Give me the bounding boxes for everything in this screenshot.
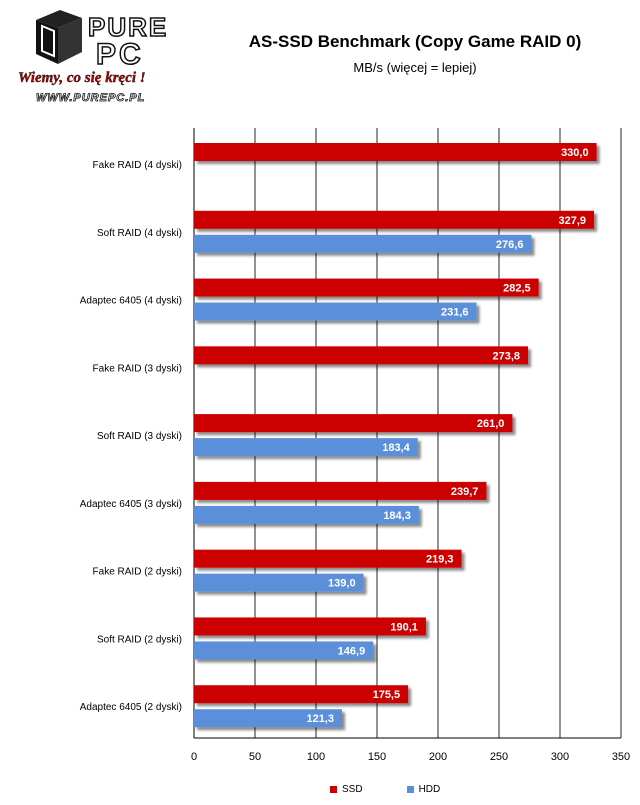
logo-slogan: Wiemy, co się kręci !: [18, 70, 146, 86]
category-label: Fake RAID (2 dyski): [93, 567, 182, 578]
logo-brand-bottom: PC: [96, 38, 144, 71]
data-label: 330,0: [561, 147, 589, 159]
purepc-logo: PURE PC Wiemy, co się kręci ! WWW.PUREPC…: [18, 10, 168, 104]
category-label: Fake RAID (4 dyski): [93, 160, 182, 171]
legend-item-hdd: HDD: [406, 784, 441, 795]
legend-label-hdd: HDD: [418, 784, 441, 795]
chart-legend: SSD HDD: [330, 784, 484, 795]
bar-chart: 0 50 100 150 200 250 300 350 Fake RAID (4 dyski)…: [80, 128, 630, 763]
x-tick-label: 300: [551, 751, 569, 763]
legend-label-ssd: SSD: [342, 784, 363, 795]
x-tick-label: 150: [368, 751, 386, 763]
data-label: 327,9: [559, 215, 587, 227]
category-label: Adaptec 6405 (3 dyski): [80, 499, 182, 510]
category-label: Adaptec 6405 (2 dyski): [80, 702, 182, 713]
data-label: 146,9: [338, 645, 366, 657]
x-tick-label: 250: [490, 751, 508, 763]
chart-title: AS-SSD Benchmark (Copy Game RAID 0): [248, 32, 582, 51]
bar-ssd: [194, 346, 529, 365]
logo-brand-top: PURE: [88, 12, 168, 42]
legend-swatch-ssd: [330, 786, 337, 793]
bar-hdd: [194, 234, 532, 253]
data-label: 273,8: [493, 350, 521, 362]
bar-ssd: [194, 685, 409, 704]
bar-ssd: [194, 278, 539, 297]
data-label: 121,3: [306, 713, 334, 725]
data-label: 239,7: [451, 486, 479, 498]
data-label: 261,0: [477, 418, 505, 430]
x-tick-label: 200: [429, 751, 447, 763]
data-label: 139,0: [328, 578, 356, 590]
data-label: 183,4: [382, 442, 410, 454]
data-label: 219,3: [426, 554, 454, 566]
data-label: 276,6: [496, 239, 524, 251]
data-label: 175,5: [373, 689, 401, 701]
data-label: 190,1: [390, 621, 418, 633]
bar-ssd: [194, 210, 595, 229]
bar-hdd: [194, 302, 477, 321]
chart-subtitle: MB/s (więcej = lepiej): [353, 60, 477, 75]
logo-url: WWW.PUREPC.PL: [36, 92, 145, 104]
data-label: 184,3: [383, 510, 411, 522]
cube-logo-icon: [36, 10, 82, 64]
bar-ssd: [194, 414, 513, 433]
bar-hdd: [194, 505, 419, 524]
x-tick-label: 100: [307, 751, 325, 763]
bar-hdd: [194, 573, 364, 592]
x-tick-label: 50: [249, 751, 261, 763]
category-label: Fake RAID (3 dyski): [93, 363, 182, 374]
bar-ssd: [194, 549, 462, 568]
bar-hdd: [194, 709, 342, 728]
bar-ssd: [194, 481, 487, 500]
category-label: Adaptec 6405 (4 dyski): [80, 296, 182, 307]
legend-item-ssd: SSD: [330, 784, 363, 795]
bar-ssd: [194, 617, 426, 636]
data-label: 231,6: [441, 307, 469, 319]
category-label: Soft RAID (3 dyski): [97, 431, 182, 442]
x-tick-label: 0: [191, 751, 197, 763]
category-label: Soft RAID (4 dyski): [97, 228, 182, 239]
bar-hdd: [194, 438, 418, 457]
bar-ssd: [194, 143, 597, 161]
category-label: Soft RAID (2 dyski): [97, 634, 182, 645]
data-label: 282,5: [503, 283, 531, 295]
x-tick-label: 350: [612, 751, 630, 763]
legend-swatch-hdd: [406, 786, 414, 793]
bar-hdd: [194, 641, 374, 660]
